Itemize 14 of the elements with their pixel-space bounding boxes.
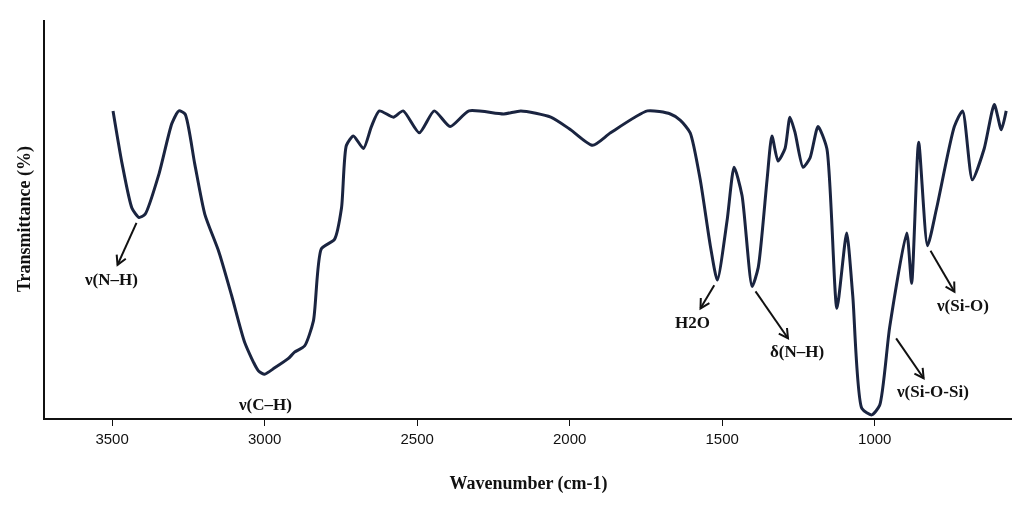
x-tick-label: 1500 — [705, 430, 739, 447]
annotation: ν(Si-O-Si) — [896, 382, 969, 401]
annotation: ν(Si-O) — [936, 296, 989, 315]
annotation: ν(C–H) — [238, 395, 292, 414]
x-tick-label: 3000 — [247, 430, 282, 447]
annotation: δ(N–H) — [770, 342, 825, 361]
x-tick-label: 1000 — [858, 430, 892, 447]
annotation: ν(N–H) — [84, 270, 138, 289]
x-tick-label: 2000 — [552, 430, 587, 447]
x-tick-label: 3500 — [95, 430, 129, 447]
y-axis-title: Transmittance (%) — [13, 145, 35, 293]
annotation: H2O — [675, 313, 710, 332]
x-tick-label: 2500 — [400, 430, 434, 447]
x-axis-title: Wavenumber (cm-1) — [449, 472, 608, 494]
